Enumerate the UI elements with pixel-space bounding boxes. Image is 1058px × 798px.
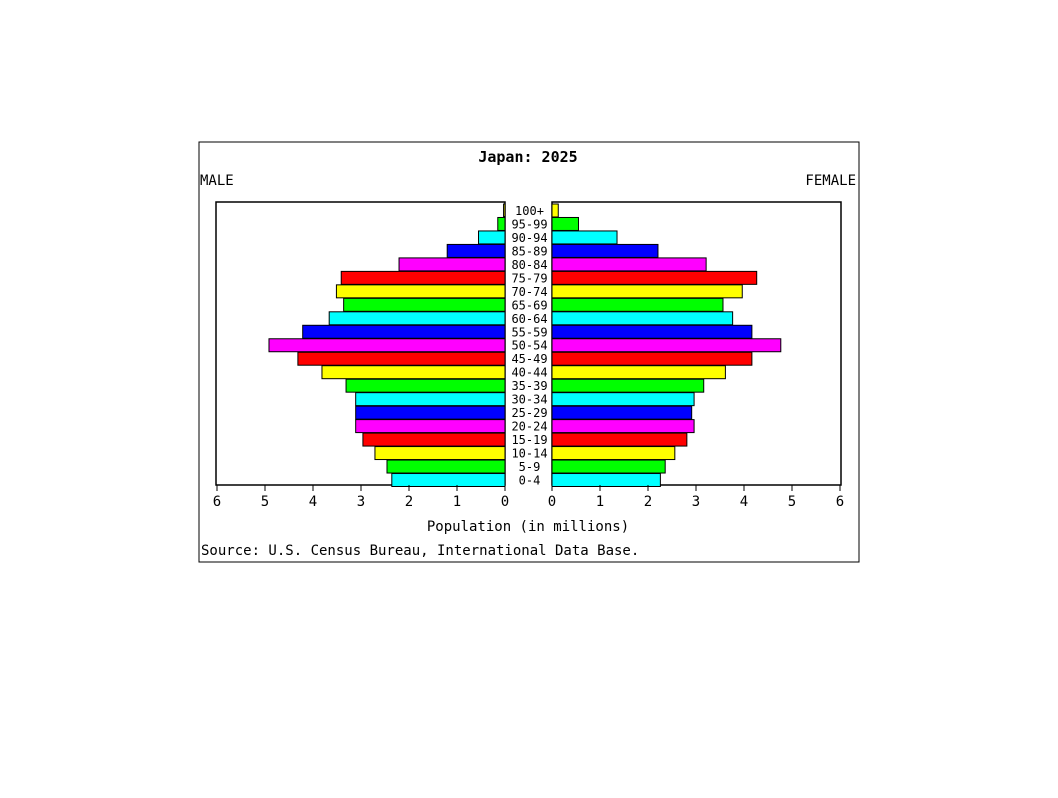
chart-title: Japan: 2025 (478, 148, 577, 166)
age-label-55-59: 55-59 (511, 325, 547, 339)
age-label-100+: 100+ (515, 204, 544, 218)
age-label-30-34: 30-34 (511, 393, 547, 407)
male-tick-label-0: 0 (501, 494, 509, 510)
bar-male-0-4 (391, 473, 506, 487)
male-tick-label-3: 3 (357, 494, 365, 510)
bar-female-50-54 (551, 338, 782, 353)
bar-male-50-54 (268, 338, 506, 353)
female-tick-label-1: 1 (596, 494, 604, 510)
bar-male-15-19 (362, 432, 506, 447)
bar-male-65-69 (343, 297, 506, 312)
age-label-80-84: 80-84 (511, 258, 547, 272)
age-label-5-9: 5-9 (519, 460, 541, 474)
x-axis-label: Population (in millions) (427, 519, 629, 535)
age-label-15-19: 15-19 (511, 433, 547, 447)
bar-female-0-4 (551, 473, 661, 487)
bar-female-100+ (551, 203, 559, 218)
bar-female-95-99 (551, 216, 579, 231)
age-label-0-4: 0-4 (519, 474, 541, 488)
age-label-60-64: 60-64 (511, 312, 547, 326)
age-label-50-54: 50-54 (511, 339, 547, 353)
bar-male-10-14 (374, 446, 506, 461)
bar-female-60-64 (551, 311, 734, 326)
female-label: FEMALE (805, 173, 856, 189)
bar-female-30-34 (551, 392, 695, 407)
age-labels-layer: 100+95-9990-9485-8980-8475-7970-7465-696… (511, 204, 547, 488)
female-tick-label-6: 6 (836, 494, 844, 510)
bar-male-90-94 (478, 230, 506, 245)
bar-female-55-59 (551, 324, 753, 339)
bar-female-25-29 (551, 405, 693, 420)
age-label-20-24: 20-24 (511, 420, 547, 434)
bar-female-15-19 (551, 432, 688, 447)
bar-male-85-89 (446, 243, 506, 258)
female-tick-label-0: 0 (548, 494, 556, 510)
female-tick-label-5: 5 (788, 494, 796, 510)
bar-male-60-64 (328, 311, 506, 326)
age-label-95-99: 95-99 (511, 217, 547, 231)
age-label-70-74: 70-74 (511, 285, 547, 299)
source-note: Source: U.S. Census Bureau, Internationa… (201, 543, 639, 559)
bar-male-95-99 (497, 216, 506, 231)
male-tick-label-1: 1 (453, 494, 461, 510)
bar-female-85-89 (551, 243, 659, 258)
bar-male-75-79 (340, 270, 506, 285)
male-label: MALE (200, 173, 234, 189)
bar-female-45-49 (551, 351, 753, 366)
age-label-35-39: 35-39 (511, 379, 547, 393)
bar-female-10-14 (551, 446, 676, 461)
male-tick-label-4: 4 (309, 494, 317, 510)
bar-female-20-24 (551, 419, 695, 434)
age-label-75-79: 75-79 (511, 271, 547, 285)
bar-male-45-49 (297, 351, 506, 366)
ticks-layer: 0 0 1 1 2 2 3 3 4 4 5 5 6 6 (213, 485, 844, 510)
male-tick-label-2: 2 (405, 494, 413, 510)
age-label-45-49: 45-49 (511, 352, 547, 366)
bar-female-70-74 (551, 284, 743, 299)
bar-male-30-34 (355, 392, 506, 407)
bar-female-65-69 (551, 297, 724, 312)
bar-male-100+ (503, 203, 506, 218)
bar-female-90-94 (551, 230, 618, 245)
bar-female-35-39 (551, 378, 705, 393)
age-label-10-14: 10-14 (511, 447, 547, 461)
bar-female-40-44 (551, 365, 726, 380)
bar-male-25-29 (355, 405, 506, 420)
bars-layer (268, 203, 782, 487)
female-tick-label-3: 3 (692, 494, 700, 510)
age-label-40-44: 40-44 (511, 366, 547, 380)
age-label-85-89: 85-89 (511, 244, 547, 258)
bar-male-20-24 (355, 419, 506, 434)
bar-female-5-9 (551, 459, 666, 474)
age-label-65-69: 65-69 (511, 298, 547, 312)
bar-male-55-59 (302, 324, 506, 339)
bar-male-35-39 (345, 378, 506, 393)
bar-female-75-79 (551, 270, 758, 285)
male-tick-label-6: 6 (213, 494, 221, 510)
bar-female-80-84 (551, 257, 707, 272)
age-label-90-94: 90-94 (511, 231, 547, 245)
bar-male-40-44 (321, 365, 506, 380)
female-tick-label-4: 4 (740, 494, 748, 510)
male-tick-label-5: 5 (261, 494, 269, 510)
age-label-25-29: 25-29 (511, 406, 547, 420)
bar-male-5-9 (386, 459, 506, 474)
bar-male-80-84 (398, 257, 506, 272)
bar-male-70-74 (335, 284, 506, 299)
female-tick-label-2: 2 (644, 494, 652, 510)
